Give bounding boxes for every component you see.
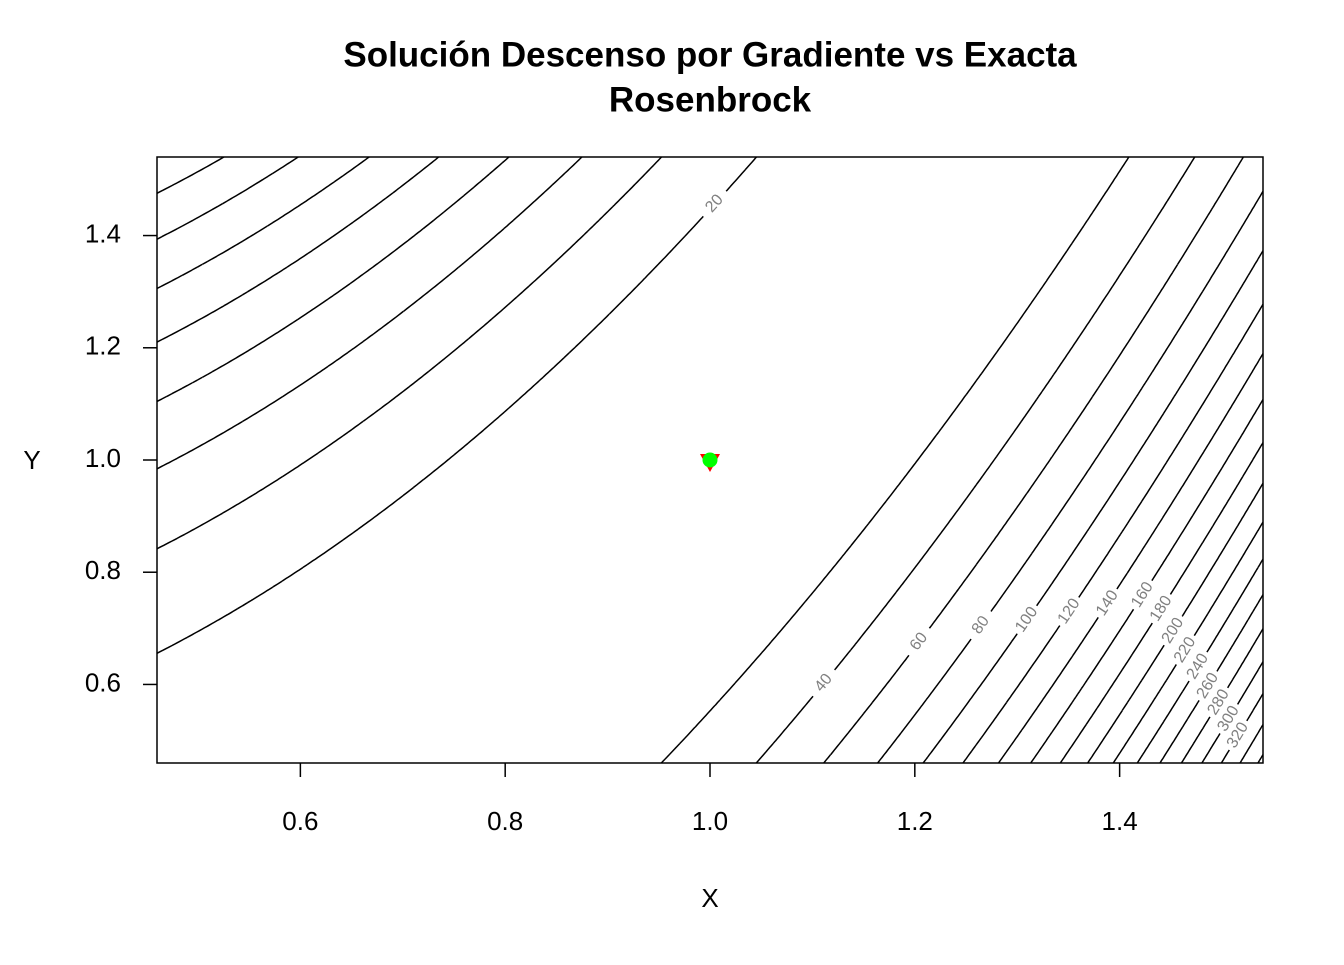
contour-line (157, 157, 1263, 763)
contour-label-bg (963, 606, 999, 645)
y-axis-title: Y (23, 445, 40, 475)
contour-line (157, 157, 1130, 763)
contour-label-bg (1191, 666, 1225, 706)
x-tick-label: 1.0 (692, 806, 728, 836)
point-circle (702, 452, 718, 468)
chart-subtitle: Rosenbrock (609, 80, 812, 119)
y-tick-label: 1.0 (85, 443, 121, 473)
contour-label-bg (1202, 683, 1236, 722)
x-axis-title: X (701, 883, 718, 913)
contour-line (157, 157, 1263, 763)
x-tick-label: 1.4 (1102, 806, 1138, 836)
contour-label-group: 40 (806, 664, 842, 702)
y-tick-label: 1.2 (85, 331, 121, 361)
contour-line (157, 157, 1263, 763)
y-tick-label: 0.8 (85, 555, 121, 585)
contour-label-group: 100 (1009, 600, 1045, 639)
y-tick-label: 0.6 (85, 667, 121, 697)
contour-line (157, 157, 1196, 763)
contour-label-bg (1009, 600, 1045, 639)
contour-label-bg (1144, 589, 1179, 628)
contour-label-bg (1221, 716, 1255, 755)
x-tick-label: 0.6 (282, 806, 318, 836)
contour-label-bg (901, 622, 937, 661)
contour-label-bg (1156, 611, 1190, 650)
contour-label-bg (1125, 575, 1160, 615)
chart-title: Solución Descenso por Gradiente vs Exact… (343, 35, 1077, 74)
contour-line (1257, 754, 1263, 763)
contour-label-group: 140 (1090, 584, 1125, 623)
contour-label-group: 60 (901, 622, 937, 661)
contour-label-bg (1212, 699, 1246, 739)
x-tick-label: 1.2 (897, 806, 933, 836)
contour-label-bg (1181, 647, 1215, 686)
contour-line (157, 157, 1244, 763)
contour-label-bg (1090, 584, 1125, 623)
contour-line (1239, 724, 1263, 763)
contour-label-group: 80 (963, 606, 999, 645)
y-tick-label: 1.4 (85, 218, 121, 248)
contour-label-group: 120 (1052, 592, 1087, 631)
contour-label-bg (806, 664, 842, 702)
x-tick-label: 0.8 (487, 806, 523, 836)
contour-label-bg (696, 185, 733, 223)
contour-label-bg (1052, 592, 1087, 631)
contour-label-bg (1168, 630, 1202, 670)
